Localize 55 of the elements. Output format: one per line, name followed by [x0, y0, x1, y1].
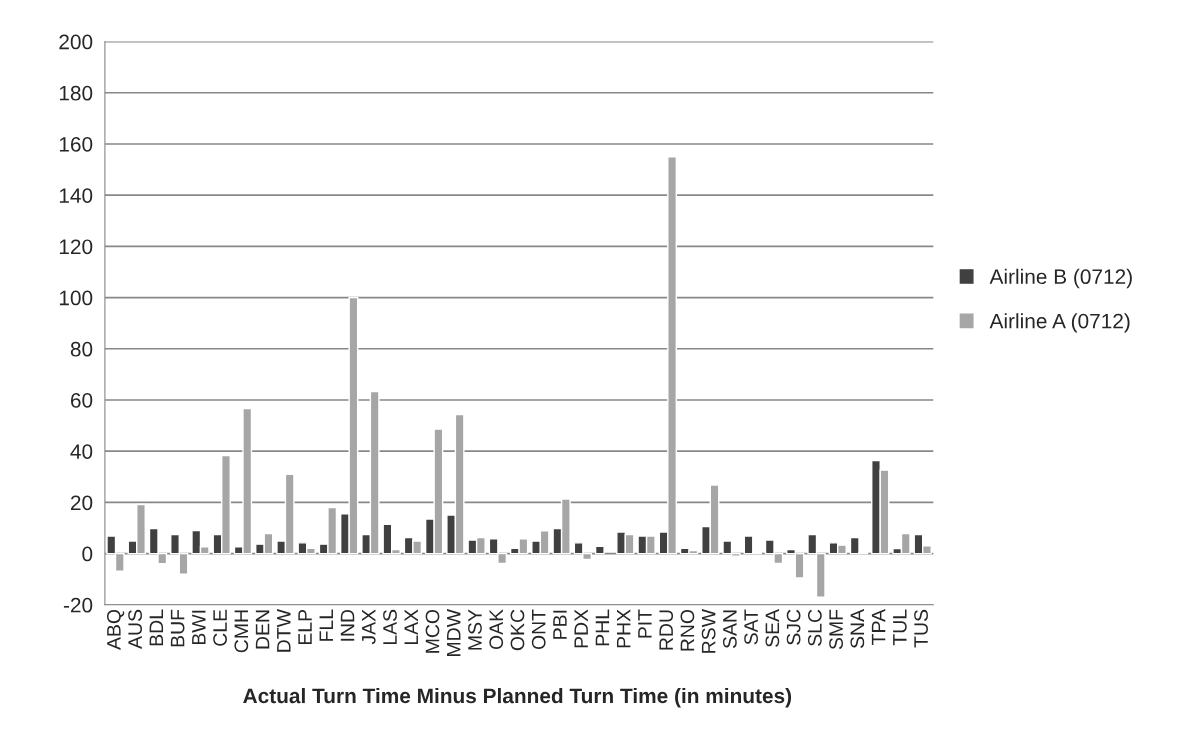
- x-tick-label: TPA: [871, 609, 886, 645]
- y-tick-label: 100: [59, 290, 93, 306]
- y-tick-label: 180: [59, 85, 93, 101]
- x-tick-label: DTW: [277, 609, 291, 652]
- x-tick-label: ELP: [298, 609, 312, 645]
- x-axis-title: Actual Turn Time Minus Planned Turn Time (in minutes): [243, 687, 792, 708]
- x-tick-label: LAX: [404, 609, 418, 645]
- x-tick-label: PHL: [595, 609, 610, 646]
- legend-label: Airline A (0712): [989, 313, 1130, 333]
- y-tick-label: 140: [59, 188, 93, 203]
- x-tick-label: BUF: [170, 609, 185, 647]
- y-tick-label: 80: [70, 341, 93, 357]
- y-tick-label: 200: [59, 34, 93, 50]
- x-tick-label: DEN: [255, 610, 270, 649]
- y-tick-label: 40: [70, 444, 93, 459]
- x-tick-label: OAK: [489, 609, 504, 650]
- y-tick-label: 160: [59, 136, 93, 152]
- x-tick-label: MDW: [447, 609, 461, 656]
- x-tick-label: SLC: [807, 609, 822, 646]
- legend-label: Airline B (0712): [989, 268, 1132, 289]
- y-tick-label: -20: [63, 597, 93, 613]
- x-tick-label: MSY: [468, 609, 482, 650]
- x-tick-label: TUS: [914, 609, 928, 648]
- x-tick-label: LAS: [383, 609, 397, 645]
- x-tick-label: SAT: [744, 609, 758, 645]
- y-tick-label: 0: [82, 546, 93, 562]
- x-tick-label: ABQ: [106, 609, 125, 650]
- x-tick-label: PDX: [574, 609, 588, 648]
- x-tick-label: BWI: [192, 610, 206, 645]
- x-tick-label: AUS: [128, 609, 142, 649]
- x-tick-label: IND: [340, 609, 355, 641]
- x-tick-label: TUL: [893, 609, 907, 646]
- x-tick-label: MCO: [425, 609, 440, 653]
- x-tick-label: RDU: [659, 610, 674, 650]
- y-tick-label: 60: [70, 392, 93, 408]
- bar: [594, 545, 605, 555]
- x-tick-label: ONT: [531, 609, 546, 650]
- x-tick-label: PBI: [553, 610, 567, 639]
- x-tick-label: SNA: [850, 609, 865, 649]
- x-tick-label: PIT: [638, 609, 652, 638]
- x-tick-label: RNO: [680, 609, 695, 651]
- x-tick-label: FLL: [319, 609, 333, 641]
- x-tick-label: JAX: [362, 609, 376, 645]
- y-tick-label: 20: [70, 495, 93, 511]
- y-tick-label: 120: [59, 239, 93, 255]
- x-tick-label: PHX: [616, 609, 631, 648]
- x-tick-label: SEA: [765, 609, 780, 647]
- x-tick-label: SJC: [786, 609, 801, 645]
- x-tick-label: BDL: [149, 609, 164, 646]
- x-tick-label: OKC: [510, 609, 525, 651]
- x-tick-label: RSW: [701, 609, 716, 653]
- x-tick-label: SMF: [829, 609, 843, 650]
- x-tick-label: SAN: [722, 610, 737, 649]
- x-tick-label: CMH: [234, 610, 249, 653]
- x-tick-label: CLE: [213, 609, 227, 646]
